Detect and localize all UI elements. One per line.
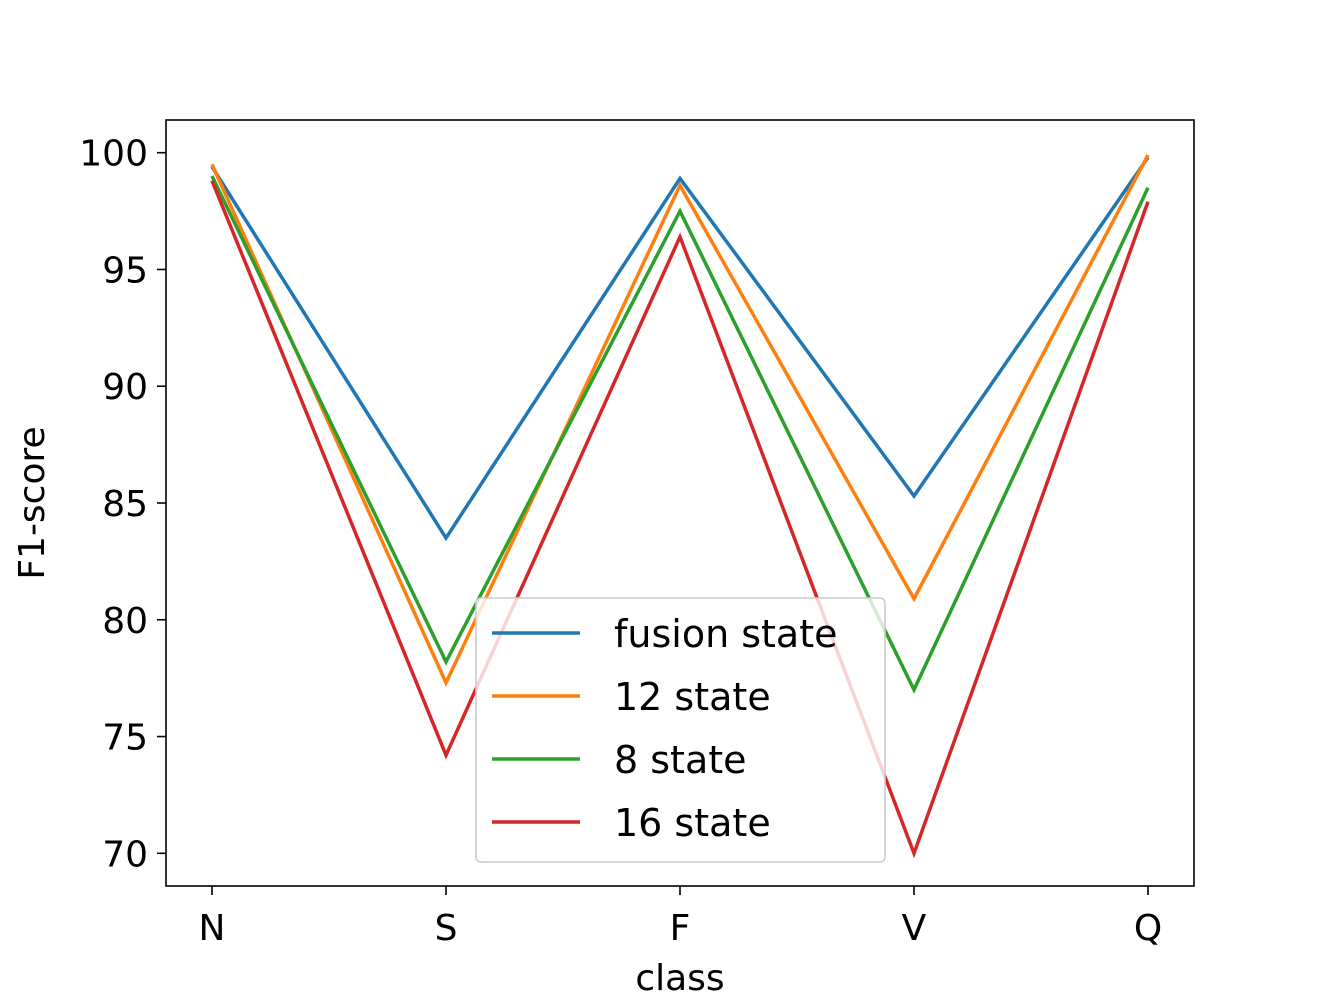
y-tick-label: 95 (102, 250, 148, 291)
y-tick-label: 85 (102, 484, 148, 525)
legend-box (475, 597, 886, 863)
y-axis-label: F1-score (12, 426, 53, 579)
legend-entry: 8 state (614, 738, 747, 782)
y-tick-label: 90 (102, 367, 148, 408)
x-tick-label: Q (1134, 908, 1162, 949)
x-tick-label: S (435, 908, 458, 949)
x-tick-label: N (199, 908, 226, 949)
x-tick-label: V (902, 908, 927, 949)
legend-entry: 12 state (614, 675, 771, 719)
y-tick-label: 75 (102, 718, 148, 759)
series-line-3 (210, 180, 1150, 859)
legend-entry: fusion state (614, 612, 838, 656)
y-tick-label: 80 (102, 601, 148, 642)
series-line-2 (210, 175, 1150, 694)
y-tick-label: 100 (79, 134, 148, 175)
legend-entry: 16 state (614, 801, 771, 845)
series-line-0 (210, 156, 1150, 542)
series-line-1 (210, 154, 1150, 687)
x-axis-label: class (635, 958, 724, 996)
y-tick-label: 70 (102, 834, 148, 875)
x-tick-label: F (670, 908, 691, 949)
y-axis: 70 75 80 85 90 95 100 (79, 134, 166, 875)
series-layer (210, 154, 1150, 859)
legend: fusion state 12 state 8 state 16 state (475, 597, 886, 863)
